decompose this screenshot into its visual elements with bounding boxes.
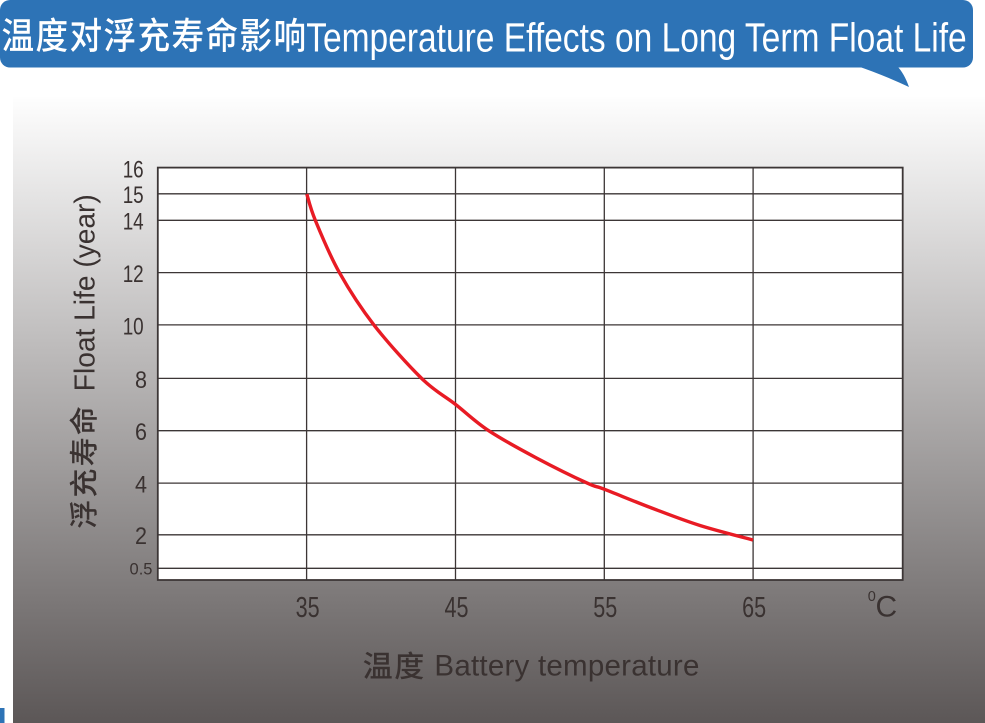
svg-text:Temperature Effects on Long Te: Temperature Effects on Long Term Float L… xyxy=(306,15,967,61)
svg-text:12: 12 xyxy=(123,261,144,288)
svg-text:2: 2 xyxy=(135,523,147,550)
svg-text:45: 45 xyxy=(445,592,469,624)
svg-text:0: 0 xyxy=(868,589,876,605)
svg-text:16: 16 xyxy=(123,156,144,183)
svg-text:Battery temperature: Battery temperature xyxy=(434,650,699,683)
svg-text:6: 6 xyxy=(135,419,147,446)
svg-text:8: 8 xyxy=(135,367,147,394)
svg-text:4: 4 xyxy=(135,472,147,499)
svg-text:35: 35 xyxy=(296,592,320,624)
svg-text:10: 10 xyxy=(123,313,144,340)
svg-text:0.5: 0.5 xyxy=(130,560,153,578)
svg-text:14: 14 xyxy=(123,209,144,236)
svg-text:C: C xyxy=(876,590,898,623)
svg-text:65: 65 xyxy=(742,592,766,624)
svg-text:55: 55 xyxy=(593,592,617,624)
svg-text:15: 15 xyxy=(123,182,144,209)
svg-text:Float Life (year): Float Life (year) xyxy=(69,194,101,391)
